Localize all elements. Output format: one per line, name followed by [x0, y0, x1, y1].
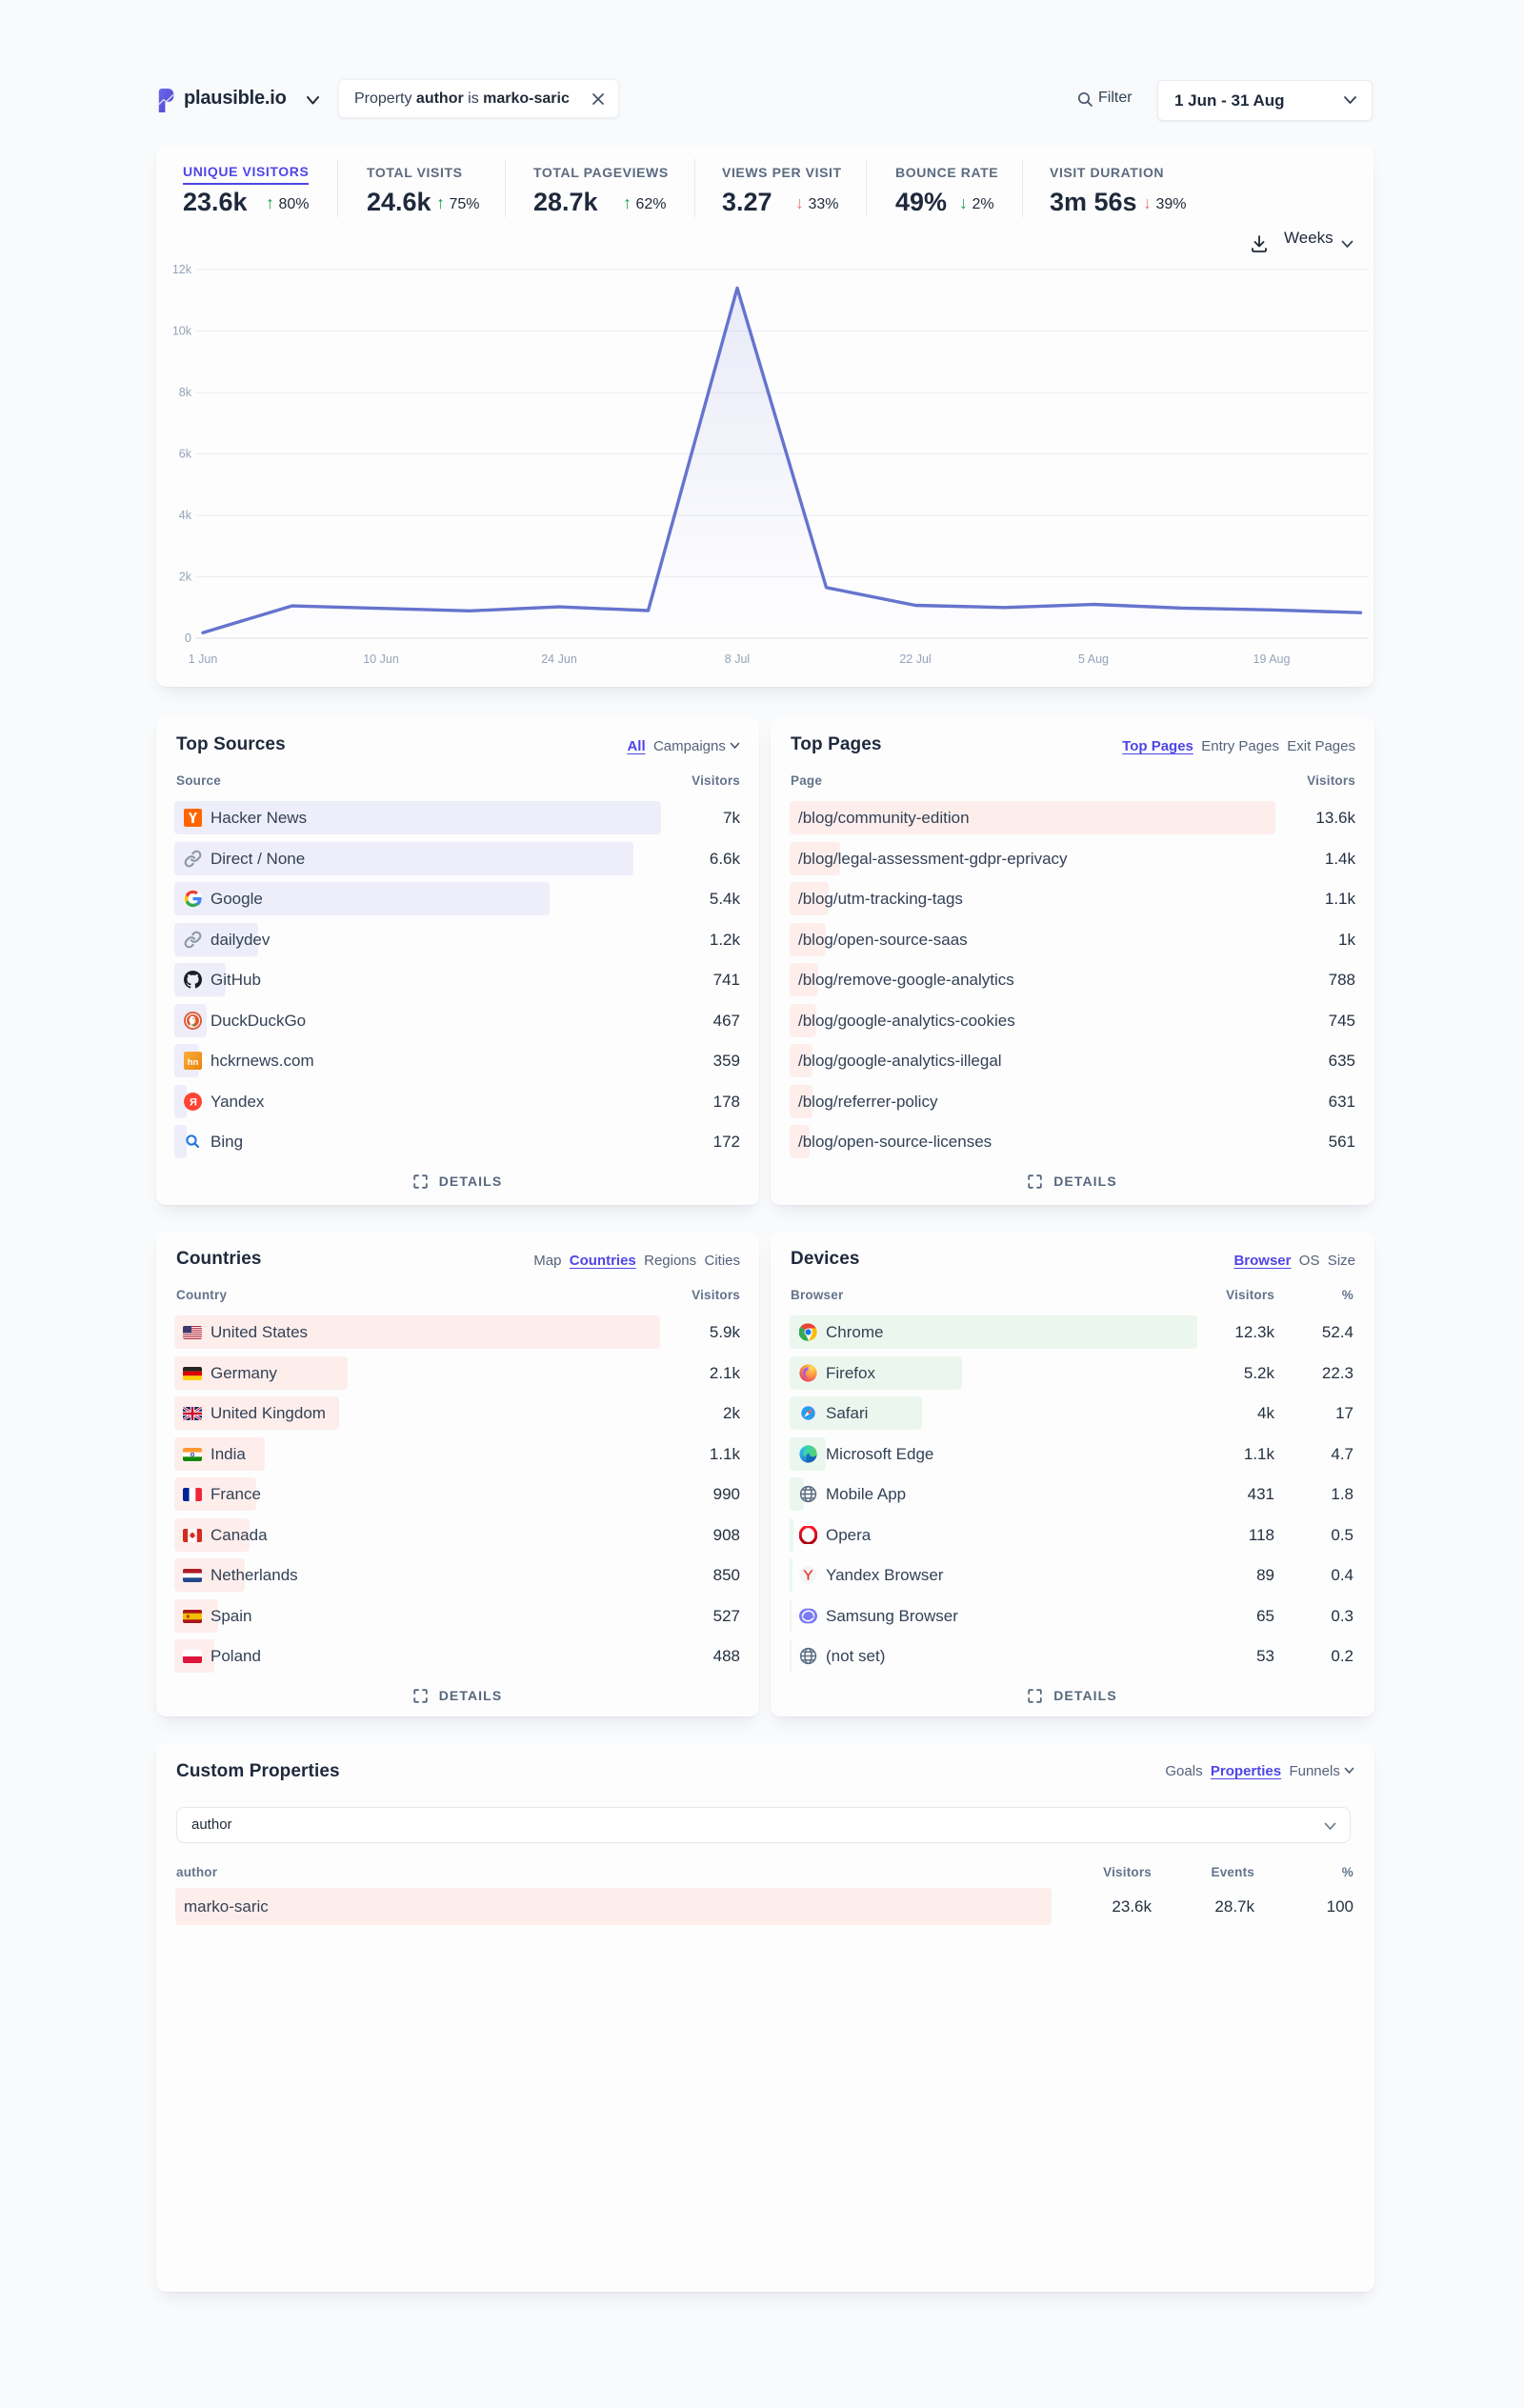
svg-text:8 Jul: 8 Jul	[725, 652, 750, 666]
svg-text:5 Aug: 5 Aug	[1078, 652, 1109, 666]
svg-text:22 Jul: 22 Jul	[899, 652, 931, 666]
svg-text:4k: 4k	[179, 509, 192, 522]
svg-text:19 Aug: 19 Aug	[1253, 652, 1291, 666]
svg-text:hn: hn	[188, 1057, 199, 1068]
svg-text:2k: 2k	[179, 571, 192, 584]
svg-text:6k: 6k	[179, 448, 192, 461]
svg-text:10k: 10k	[172, 325, 192, 338]
svg-text:24 Jun: 24 Jun	[541, 652, 577, 666]
svg-text:0: 0	[185, 632, 191, 645]
svg-text:12k: 12k	[172, 263, 192, 276]
svg-text:1 Jun: 1 Jun	[189, 652, 218, 666]
svg-text:8k: 8k	[179, 386, 192, 399]
svg-text:10 Jun: 10 Jun	[363, 652, 399, 666]
svg-text:Я: Я	[190, 1096, 197, 1108]
